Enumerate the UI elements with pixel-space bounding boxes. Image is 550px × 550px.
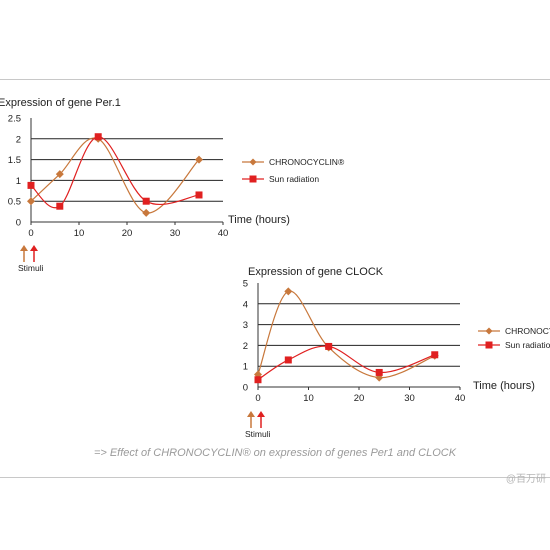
data-point-square — [375, 368, 383, 376]
data-point-square — [27, 181, 35, 189]
data-point-diamond — [55, 170, 64, 179]
y-tick-label: 2 — [243, 341, 248, 352]
legend-label: Sun radiation — [269, 174, 319, 184]
x-tick-label: 10 — [74, 228, 85, 239]
x-tick-label: 40 — [455, 393, 466, 404]
data-point-square — [195, 191, 203, 199]
y-tick-label: 0.5 — [8, 197, 21, 208]
data-point-square — [325, 342, 333, 350]
watermark: @百万研 — [505, 474, 546, 485]
x-tick-label: 30 — [170, 228, 181, 239]
series-line — [30, 136, 200, 209]
legend: CHRONOCYCLIN® Sun radiation — [242, 157, 345, 184]
legend-label: Sun radiation — [505, 340, 550, 350]
stimuli-arrow-head — [20, 245, 28, 251]
y-tick-label: 1.5 — [8, 155, 21, 166]
data-point-square — [284, 356, 292, 364]
stimuli-label: Stimuli — [18, 263, 44, 273]
data-point-square — [94, 133, 102, 141]
x-tick-label: 0 — [28, 228, 33, 239]
legend-marker-diamond — [485, 327, 493, 335]
stimuli-label: Stimuli — [245, 429, 271, 439]
data-point-square — [142, 197, 150, 205]
legend-marker-square — [249, 175, 257, 183]
x-tick-label: 30 — [404, 393, 415, 404]
series-line — [30, 137, 200, 214]
top-divider — [0, 79, 550, 80]
y-tick-label: 5 — [243, 279, 248, 290]
y-tick-label: 0 — [243, 383, 248, 394]
x-tick-label: 0 — [255, 393, 260, 404]
figure-caption: => Effect of CHRONOCYCLIN® on expression… — [93, 447, 457, 459]
chart-title: Expression of gene CLOCK — [248, 266, 384, 278]
stimuli-arrow-head — [30, 245, 38, 251]
x-tick-label: 20 — [354, 393, 365, 404]
chart-1: Expression of gene Per.1 0 0.5 1 1.5 2 2.5 0 10 2… — [0, 97, 345, 273]
stimuli-annotation: Stimuli — [245, 411, 271, 439]
y-tick-label: 2 — [16, 134, 21, 145]
x-tick-label: 20 — [122, 228, 133, 239]
data-point-square — [431, 351, 439, 359]
y-tick-label: 0 — [16, 218, 21, 229]
y-tick-label: 1 — [243, 362, 248, 373]
chart-title: Expression of gene Per.1 — [0, 97, 121, 109]
stimuli-annotation: Stimuli — [18, 245, 44, 273]
stimuli-arrow-head — [257, 411, 265, 417]
x-axis-label: Time (hours) — [473, 380, 535, 392]
legend: CHRONOCYCLIN® Sun radiation — [478, 326, 550, 350]
x-tick-label: 10 — [303, 393, 314, 404]
data-point-diamond — [142, 208, 151, 217]
data-point-diamond — [27, 197, 35, 206]
y-tick-label: 4 — [243, 299, 248, 310]
data-point-diamond — [284, 287, 293, 296]
legend-marker-diamond — [249, 158, 257, 166]
x-tick-label: 40 — [218, 228, 229, 239]
legend-label: CHRONOCYCLIN® — [269, 157, 345, 167]
legend-label: CHRONOCYCLIN® — [505, 326, 550, 336]
data-point-diamond — [195, 155, 203, 164]
chart-2: Expression of gene CLOCK 0 1 2 3 4 5 0 10 20 30 40 T… — [243, 266, 550, 439]
x-axis-label: Time (hours) — [228, 214, 290, 226]
stimuli-arrow-head — [247, 411, 255, 417]
y-tick-label: 1 — [16, 176, 21, 187]
legend-marker-square — [485, 341, 493, 349]
series-line — [257, 290, 435, 379]
y-tick-label: 3 — [243, 320, 248, 331]
data-point-square — [56, 202, 64, 210]
bottom-divider — [0, 477, 550, 478]
y-tick-label: 2.5 — [8, 114, 21, 125]
data-point-square — [254, 376, 262, 384]
